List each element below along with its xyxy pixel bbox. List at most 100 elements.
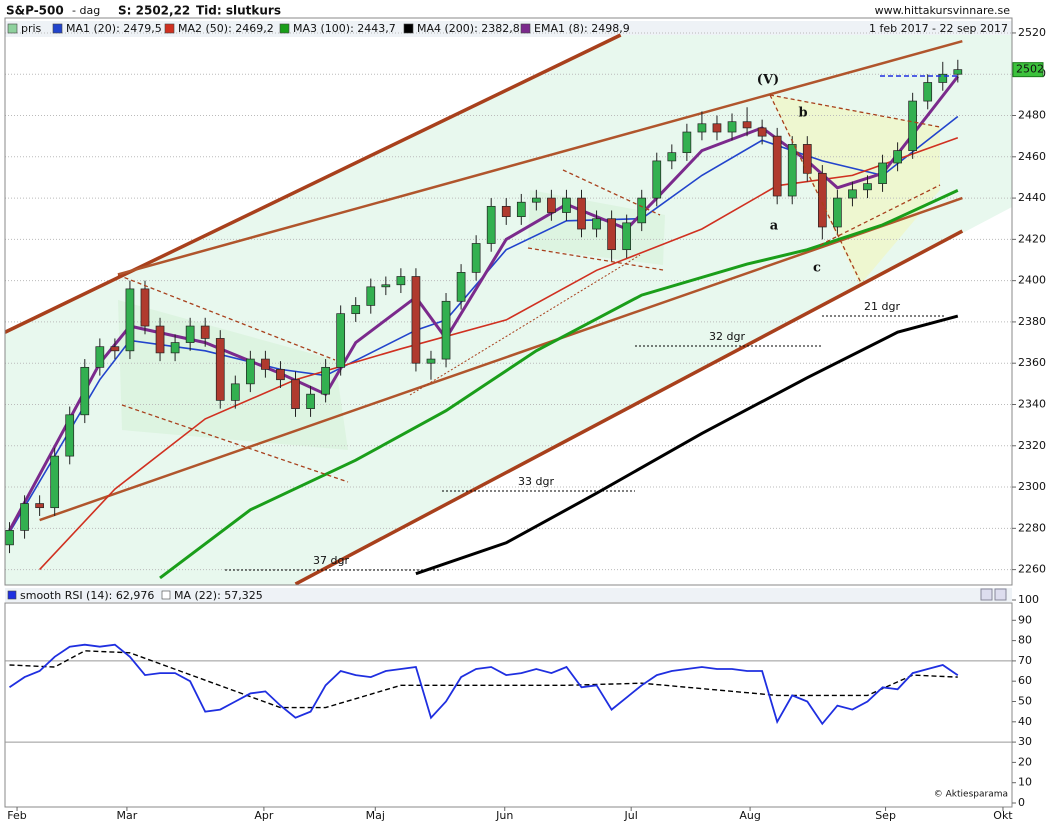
candle-body [953, 69, 963, 75]
legend-swatch [520, 23, 531, 34]
candle-body [772, 135, 782, 197]
last-price-box [1012, 62, 1044, 78]
candle-body [35, 503, 44, 509]
candle-body [787, 144, 797, 197]
x-tick-label: Jul [624, 809, 638, 822]
legend-swatch [52, 23, 63, 34]
candle-body [20, 503, 29, 531]
candle-body [562, 197, 571, 213]
candle-body [276, 369, 285, 381]
candle-body [516, 201, 526, 218]
price-type: Tid: slutkurs [196, 4, 281, 18]
annotation: 21 dgr [864, 300, 900, 313]
candle-body [757, 127, 767, 137]
annotation: c [813, 261, 821, 276]
price-plot [5, 32, 1012, 585]
close-icon[interactable] [994, 588, 1007, 601]
date-range: 1 feb 2017 - 22 sep 2017 [869, 22, 1008, 35]
y-tick-label: 2300 [1018, 480, 1046, 493]
y-tick-label: 2340 [1018, 397, 1046, 410]
dashed-lines [117, 94, 941, 483]
y-tick-label: 2260 [1018, 563, 1046, 576]
legend-swatch [164, 23, 175, 34]
candle-body [200, 325, 210, 339]
channel-fill [5, 35, 1012, 585]
x-tick-label: Maj [366, 809, 385, 822]
y-tick-label: 2380 [1018, 315, 1046, 328]
y-tick-label: 100 [1018, 593, 1039, 606]
annotation: 37 dgr [313, 554, 349, 567]
price-frame [4, 17, 1013, 586]
y-tick-label: 70 [1018, 654, 1032, 667]
x-tick-label: Apr [254, 809, 274, 822]
candle-body [80, 366, 90, 416]
candle-body [833, 197, 842, 228]
candle-body [396, 276, 406, 286]
dashed-line [819, 184, 941, 246]
candle-body [531, 197, 541, 203]
y-tick-label: 30 [1018, 735, 1032, 748]
legend-label: MA3 (100): 2443,7 [293, 22, 396, 35]
candle-body [170, 342, 180, 354]
dashed-line [121, 404, 349, 483]
y-tick-label: 20 [1018, 755, 1032, 768]
candle-body [637, 197, 647, 224]
ma-line [159, 189, 959, 580]
candle-body [938, 73, 948, 83]
legend-swatch [7, 23, 18, 34]
y-tick-label: 90 [1018, 613, 1032, 626]
candle-body [501, 205, 511, 218]
last-price: S: 2502,22 [118, 4, 190, 18]
legend-label: pris [21, 22, 42, 35]
y-tick-label: 2400 [1018, 274, 1046, 287]
last-price-label: 2502 [1016, 63, 1044, 76]
y-tick-label: 2320 [1018, 439, 1046, 452]
candle-body [110, 346, 120, 352]
candle-body [486, 205, 496, 244]
legend-swatch [279, 23, 290, 34]
candle-body [351, 305, 361, 315]
candle-body [411, 276, 421, 364]
annotation: 32 dgr [709, 330, 745, 343]
candle-body [652, 160, 662, 199]
dashed-line [769, 94, 863, 286]
annotation: a [770, 219, 779, 234]
candle-body [878, 162, 887, 184]
arrows [225, 315, 946, 571]
y-tick-label: 2420 [1018, 232, 1046, 245]
candle-body [622, 222, 632, 251]
y-tick-label: 2460 [1018, 150, 1046, 163]
x-tick-label: Mar [117, 809, 138, 822]
legend-label: MA2 (50): 2469,2 [178, 22, 274, 35]
candle-body [246, 358, 255, 385]
x-tick-label: Jun [495, 809, 513, 822]
annotation: (V) [757, 73, 779, 88]
y-tick-label: 50 [1018, 695, 1032, 708]
candle-body [381, 284, 391, 288]
copyright: © Aktiesparama [934, 790, 1008, 800]
candle-body [667, 152, 677, 162]
y-tick-label: 2280 [1018, 521, 1046, 534]
candle-body [712, 123, 722, 133]
tool-icon[interactable] [980, 588, 993, 601]
legend-label: EMA1 (8): 2498,9 [534, 22, 630, 35]
trendline [117, 40, 963, 276]
symbol: S&P-500 [6, 4, 64, 18]
annotation: 33 dgr [518, 475, 554, 488]
candle-body [682, 131, 692, 154]
y-tick-label: 80 [1018, 634, 1032, 647]
dotted-line [409, 254, 641, 396]
candle-body [893, 150, 902, 164]
rsi-marks [8, 643, 959, 726]
candle-body [426, 358, 436, 364]
y-tick-label: 60 [1018, 674, 1032, 687]
rsi-frame [4, 602, 1013, 808]
legend-label: MA (22): 57,325 [174, 589, 263, 602]
y-tick-label: 2440 [1018, 191, 1046, 204]
candle-body [291, 379, 300, 409]
y-tick-label: 2360 [1018, 356, 1046, 369]
price-marks [5, 32, 1012, 585]
candle-body [592, 218, 601, 230]
x-tick-label: Feb [7, 809, 26, 822]
